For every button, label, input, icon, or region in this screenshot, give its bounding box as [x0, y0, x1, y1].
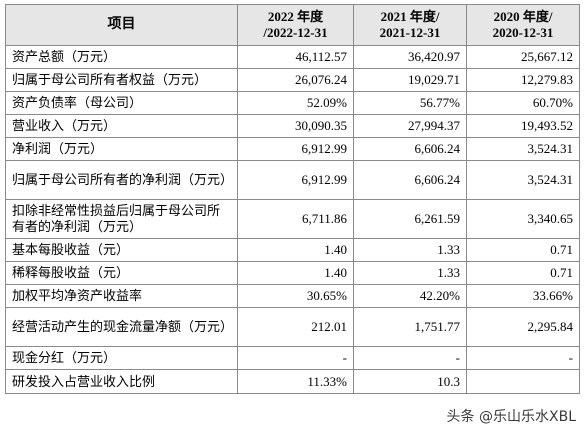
value-2020: 33.66%	[466, 284, 580, 308]
value-2021: 42.20%	[353, 284, 467, 308]
table-row: 资产负债率（母公司） 52.09% 56.77% 60.70%	[5, 91, 580, 115]
value-2020: 3,340.65	[466, 199, 580, 239]
value-2020: 60.70%	[466, 91, 580, 115]
value-2020: -	[466, 346, 580, 370]
table-row: 归属于母公司所有者的净利润（万元） 6,912.99 6,606.24 3,52…	[5, 160, 580, 200]
row-label: 扣除非经常性损益后归属于母公司所有者的净利润（万元）	[5, 199, 238, 239]
value-2021: 6,606.24	[353, 160, 467, 200]
header-item: 项目	[5, 4, 238, 46]
row-label: 资产总额（万元）	[5, 45, 238, 69]
value-2022: 1.40	[237, 238, 354, 262]
row-label: 现金分红（万元）	[5, 346, 238, 370]
value-2021: 19,029.71	[353, 68, 467, 92]
value-2021: 10.3	[353, 369, 467, 394]
table-header-row: 项目 2022 年度/2022-12-31 2021 年度/2021-12-31…	[5, 4, 580, 46]
table-row: 净利润（万元） 6,912.99 6,606.24 3,524.31	[5, 137, 580, 161]
value-2021: 6,606.24	[353, 137, 467, 161]
value-2020: 0.71	[466, 238, 580, 262]
financial-data-table: 项目 2022 年度/2022-12-31 2021 年度/2021-12-31…	[5, 4, 580, 394]
row-label: 经营活动产生的现金流量净额（万元）	[5, 307, 238, 347]
table-row: 营业收入（万元） 30,090.35 27,994.37 19,493.52	[5, 114, 580, 138]
row-label: 营业收入（万元）	[5, 114, 238, 138]
row-label: 稀释每股收益（元）	[5, 261, 238, 285]
table-row: 稀释每股收益（元） 1.40 1.33 0.71	[5, 261, 580, 285]
value-2020: 0.71	[466, 261, 580, 285]
value-2022: 6,711.86	[237, 199, 354, 239]
value-2021: 1.33	[353, 261, 467, 285]
row-label: 研发投入占营业收入比例	[5, 369, 238, 394]
value-2020: 3,524.31	[466, 160, 580, 200]
value-2020: 19,493.52	[466, 114, 580, 138]
value-2022: 26,076.24	[237, 68, 354, 92]
row-label: 加权平均净资产收益率	[5, 284, 238, 308]
value-2020: 12,279.83	[466, 68, 580, 92]
value-2021: 1.33	[353, 238, 467, 262]
header-2022: 2022 年度/2022-12-31	[237, 4, 354, 46]
row-label: 基本每股收益（元）	[5, 238, 238, 262]
table-row: 基本每股收益（元） 1.40 1.33 0.71	[5, 238, 580, 262]
value-2022: -	[237, 346, 354, 370]
value-2020: 2,295.84	[466, 307, 580, 347]
value-2022: 1.40	[237, 261, 354, 285]
value-2021: -	[353, 346, 467, 370]
header-2021: 2021 年度/2021-12-31	[353, 4, 467, 46]
value-2022: 6,912.99	[237, 160, 354, 200]
value-2021: 27,994.37	[353, 114, 467, 138]
value-2022: 46,112.57	[237, 45, 354, 69]
value-2022: 11.33%	[237, 369, 354, 394]
table-row: 经营活动产生的现金流量净额（万元） 212.01 1,751.77 2,295.…	[5, 307, 580, 347]
value-2022: 30.65%	[237, 284, 354, 308]
value-2022: 212.01	[237, 307, 354, 347]
row-label: 归属于母公司所有者的净利润（万元）	[5, 160, 238, 200]
row-label: 归属于母公司所有者权益（万元）	[5, 68, 238, 92]
value-2021: 56.77%	[353, 91, 467, 115]
value-2021: 36,420.97	[353, 45, 467, 69]
table-row: 资产总额（万元） 46,112.57 36,420.97 25,667.12	[5, 45, 580, 69]
value-2021: 1,751.77	[353, 307, 467, 347]
watermark-text: 头条 @乐山乐水XBL	[444, 406, 578, 426]
table-row: 现金分红（万元） - - -	[5, 346, 580, 370]
value-2022: 30,090.35	[237, 114, 354, 138]
value-2020	[466, 369, 580, 394]
header-2020: 2020 年度/2020-12-31	[466, 4, 580, 46]
value-2020: 3,524.31	[466, 137, 580, 161]
table-row: 扣除非经常性损益后归属于母公司所有者的净利润（万元） 6,711.86 6,26…	[5, 199, 580, 239]
value-2021: 6,261.59	[353, 199, 467, 239]
value-2020: 25,667.12	[466, 45, 580, 69]
row-label: 资产负债率（母公司）	[5, 91, 238, 115]
value-2022: 6,912.99	[237, 137, 354, 161]
row-label: 净利润（万元）	[5, 137, 238, 161]
value-2022: 52.09%	[237, 91, 354, 115]
table-row: 研发投入占营业收入比例 11.33% 10.3	[5, 369, 580, 394]
table-row: 加权平均净资产收益率 30.65% 42.20% 33.66%	[5, 284, 580, 308]
table-row: 归属于母公司所有者权益（万元） 26,076.24 19,029.71 12,2…	[5, 68, 580, 92]
